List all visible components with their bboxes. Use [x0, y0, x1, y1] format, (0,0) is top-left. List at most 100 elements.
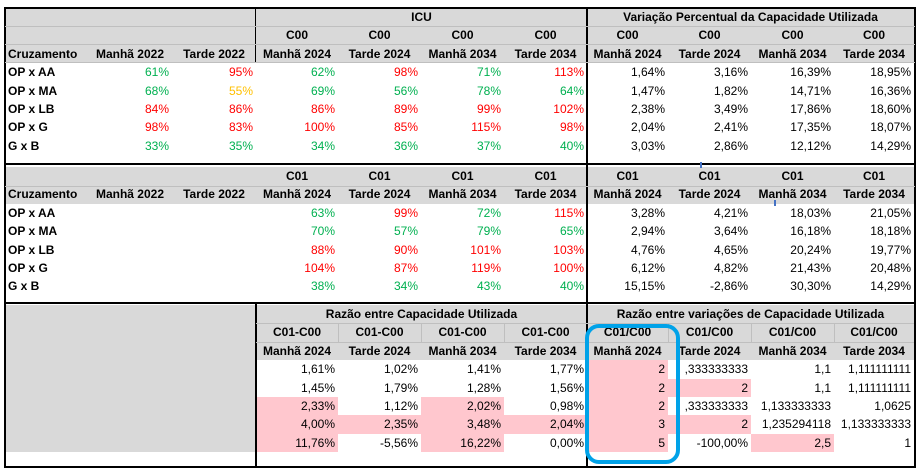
code-header-c01[interactable]: C01 — [587, 167, 668, 186]
icu-value[interactable]: 69% — [310, 83, 335, 98]
ratio-value[interactable]: 1,77% — [549, 362, 584, 377]
variation-value[interactable]: 1,64% — [630, 65, 665, 80]
variation-value[interactable]: 2,41% — [713, 120, 748, 135]
icu-value[interactable]: 55% — [228, 83, 253, 98]
variation-ratio-value[interactable]: 1,0625 — [874, 399, 911, 413]
variation-value[interactable]: 1,82% — [713, 83, 748, 98]
variation-value[interactable]: 16,36% — [870, 83, 911, 98]
code-header-c00[interactable]: C00 — [834, 26, 914, 45]
variation-value[interactable]: 12,12% — [790, 138, 831, 153]
icu-value[interactable]: 63% — [310, 205, 335, 220]
code-header-c00[interactable]: C00 — [338, 26, 421, 45]
icu-value[interactable]: 115% — [554, 205, 584, 220]
code-header-c01[interactable]: C01 — [834, 167, 914, 186]
code-header-ratio[interactable]: C01-C00 — [504, 323, 587, 342]
variation-ratio-value[interactable]: ,333333333 — [684, 399, 748, 413]
icu-value[interactable]: 87% — [393, 261, 418, 275]
blank-header[interactable] — [172, 167, 256, 186]
column-header[interactable]: Manhã 2034 — [421, 185, 504, 204]
code-header-ratio[interactable]: C01-C00 — [421, 323, 504, 342]
column-header[interactable]: Manhã 2024 — [256, 185, 338, 204]
variation-value[interactable]: 4,21% — [713, 205, 748, 220]
ratio-value[interactable]: 1,45% — [300, 380, 335, 395]
variation-value[interactable]: 18,95% — [870, 65, 911, 80]
row-label[interactable]: OP x AA — [8, 205, 56, 220]
icu-value[interactable]: 78% — [476, 83, 501, 98]
ratio-value[interactable]: 2,33% — [256, 397, 338, 416]
icu-value[interactable]: 101% — [470, 242, 501, 257]
variation-value[interactable]: 14,29% — [870, 279, 911, 294]
ratio-title[interactable]: Razão entre Capacidade Utilizada — [256, 305, 587, 324]
variation-value[interactable]: 2,94% — [630, 224, 665, 239]
blank-header[interactable] — [5, 8, 256, 27]
column-header[interactable]: Manhã 2024 — [256, 341, 338, 361]
ratio-value[interactable]: 0,98% — [549, 399, 584, 413]
icu-value[interactable]: 38% — [310, 279, 335, 294]
blank-header[interactable] — [5, 167, 88, 186]
code-header-c00[interactable]: C00 — [504, 26, 587, 45]
column-header[interactable]: Tarde 2034 — [504, 44, 587, 64]
code-header-var-ratio[interactable]: C01/C00 — [751, 323, 834, 342]
icu-value[interactable]: 90% — [393, 242, 418, 257]
icu-value[interactable]: 65% — [559, 224, 584, 239]
code-header-ratio[interactable]: C01-C00 — [256, 323, 338, 342]
icu-value[interactable]: 36% — [393, 138, 418, 153]
variation-ratio-value[interactable]: 2 — [668, 415, 751, 434]
icu-value[interactable]: 71% — [476, 65, 501, 80]
variation-value[interactable]: 17,86% — [790, 102, 831, 116]
row-label[interactable]: OP x LB — [8, 242, 55, 257]
blank-header[interactable] — [88, 26, 172, 45]
column-header[interactable]: Manhã 2024 — [587, 341, 668, 361]
code-header-c00[interactable]: C00 — [421, 26, 504, 45]
icu-value[interactable]: 88% — [310, 242, 335, 257]
column-header[interactable]: Tarde 2034 — [834, 44, 914, 64]
column-header[interactable]: Tarde 2034 — [834, 341, 914, 361]
ratio-value[interactable]: 3,48% — [421, 415, 504, 434]
icu-value[interactable]: 83% — [228, 120, 253, 135]
column-header[interactable]: Manhã 2034 — [751, 341, 834, 361]
variation-value[interactable]: 18,60% — [870, 102, 911, 116]
icu-value[interactable]: 40% — [559, 138, 584, 153]
icu-value[interactable]: 34% — [310, 138, 335, 153]
icu-value[interactable]: 43% — [476, 279, 501, 294]
icu-value[interactable]: 35% — [228, 138, 253, 153]
variation-ratio-value[interactable]: 1,133333333 — [760, 399, 831, 413]
variation-ratio-value[interactable]: 1,111111111 — [848, 380, 911, 395]
icu-value[interactable]: 89% — [393, 102, 418, 116]
code-header-c01[interactable]: C01 — [256, 167, 338, 186]
variation-ratio-value[interactable]: 1,1 — [814, 380, 831, 395]
variation-ratio-value[interactable]: 1,133333333 — [840, 417, 911, 432]
icu-value[interactable]: 119% — [471, 261, 501, 275]
icu-value[interactable]: 57% — [393, 224, 418, 239]
blank-header[interactable] — [88, 167, 172, 186]
column-header[interactable]: Manhã 2034 — [751, 185, 834, 204]
variation-value[interactable]: 14,29% — [870, 138, 911, 153]
variation-ratio-value[interactable]: 1,111111111 — [848, 362, 911, 377]
variation-ratio-value[interactable]: 3 — [587, 415, 668, 434]
code-header-var-ratio[interactable]: C01/C00 — [668, 323, 751, 342]
column-header[interactable]: Tarde 2024 — [338, 341, 421, 361]
icu-value[interactable]: 72% — [476, 205, 501, 220]
code-header-var-ratio[interactable]: C01/C00 — [834, 323, 914, 342]
icu-value[interactable]: 86% — [310, 102, 335, 116]
column-header[interactable]: Tarde 2024 — [668, 185, 751, 204]
ratio-value[interactable]: 16,22% — [421, 433, 504, 453]
variation-ratio-value[interactable]: 2 — [587, 397, 668, 416]
variation-value[interactable]: 4,76% — [630, 242, 665, 257]
variation-value[interactable]: 4,82% — [713, 261, 748, 275]
column-header[interactable]: Manhã 2034 — [421, 341, 504, 361]
variation-value[interactable]: 18,18% — [870, 224, 911, 239]
variation-value[interactable]: 2,04% — [630, 120, 665, 135]
variation-value[interactable]: 16,18% — [790, 224, 831, 239]
icu-value[interactable]: 95% — [228, 65, 253, 80]
column-header[interactable]: Manhã 2022 — [88, 185, 172, 204]
icu-value[interactable]: 86% — [228, 102, 253, 116]
variation-value[interactable]: 2,38% — [630, 102, 665, 116]
icu-value[interactable]: 100% — [304, 120, 335, 135]
ratio-value[interactable]: 4,00% — [256, 415, 338, 434]
variation-ratio-value[interactable]: 1,1 — [814, 362, 831, 377]
variation-value[interactable]: 30,30% — [790, 279, 831, 294]
variation-ratio-value[interactable]: -100,00% — [696, 435, 748, 450]
ratio-value[interactable]: 2,02% — [421, 397, 504, 416]
variation-value[interactable]: 16,39% — [790, 65, 831, 80]
